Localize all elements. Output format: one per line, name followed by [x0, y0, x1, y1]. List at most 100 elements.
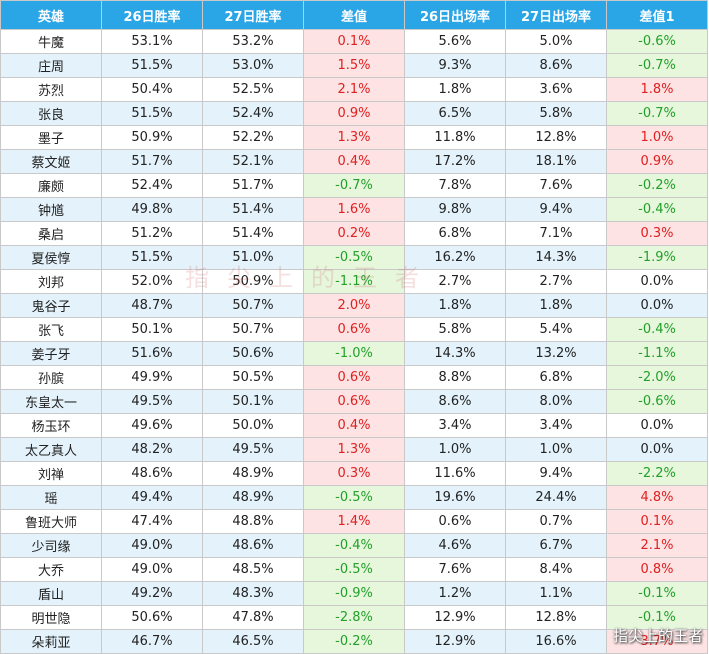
table-row: 鲁班大师 47.4% 48.8% 1.4% 0.6% 0.7% 0.1% [0, 509, 708, 534]
column-header-winrate-26: 26日胜率 [101, 0, 203, 30]
cell-winrate-diff: -0.9% [303, 581, 405, 606]
header-row: 英雄 26日胜率 27日胜率 差值 26日出场率 27日出场率 差值1 [0, 0, 708, 30]
cell-hero-name: 蔡文姬 [0, 149, 102, 174]
table-row: 刘禅 48.6% 48.9% 0.3% 11.6% 9.4% -2.2% [0, 461, 708, 486]
cell-pickrate-26: 12.9% [404, 629, 506, 654]
table-row: 钟馗 49.8% 51.4% 1.6% 9.8% 9.4% -0.4% [0, 197, 708, 222]
cell-winrate-26: 51.5% [101, 101, 203, 126]
table-row: 朵莉亚 46.7% 46.5% -0.2% 12.9% 16.6% 3.7% [0, 629, 708, 654]
cell-winrate-26: 49.4% [101, 485, 203, 510]
cell-hero-name: 大乔 [0, 557, 102, 582]
cell-winrate-27: 51.4% [202, 197, 304, 222]
cell-winrate-26: 50.6% [101, 605, 203, 630]
cell-pickrate-26: 1.2% [404, 581, 506, 606]
cell-pickrate-26: 14.3% [404, 341, 506, 366]
cell-pickrate-26: 8.8% [404, 365, 506, 390]
column-header-hero: 英雄 [0, 0, 102, 30]
cell-pickrate-27: 7.1% [505, 221, 607, 246]
cell-pickrate-27: 8.4% [505, 557, 607, 582]
cell-winrate-diff: 0.4% [303, 413, 405, 438]
cell-pickrate-diff: 0.0% [606, 293, 708, 318]
cell-pickrate-27: 9.4% [505, 197, 607, 222]
table-row: 孙膑 49.9% 50.5% 0.6% 8.8% 6.8% -2.0% [0, 365, 708, 390]
cell-hero-name: 明世隐 [0, 605, 102, 630]
cell-winrate-diff: -0.5% [303, 485, 405, 510]
cell-pickrate-27: 8.0% [505, 389, 607, 414]
cell-hero-name: 墨子 [0, 125, 102, 150]
cell-pickrate-27: 12.8% [505, 605, 607, 630]
cell-pickrate-diff: 2.1% [606, 533, 708, 558]
cell-pickrate-26: 9.3% [404, 53, 506, 78]
cell-pickrate-27: 18.1% [505, 149, 607, 174]
cell-pickrate-diff: 0.1% [606, 509, 708, 534]
cell-pickrate-26: 5.8% [404, 317, 506, 342]
column-header-winrate-27: 27日胜率 [202, 0, 304, 30]
table-row: 桑启 51.2% 51.4% 0.2% 6.8% 7.1% 0.3% [0, 221, 708, 246]
column-header-pickrate-26: 26日出场率 [404, 0, 506, 30]
cell-pickrate-26: 1.8% [404, 77, 506, 102]
table-row: 张良 51.5% 52.4% 0.9% 6.5% 5.8% -0.7% [0, 101, 708, 126]
cell-hero-name: 鲁班大师 [0, 509, 102, 534]
cell-winrate-diff: 0.6% [303, 317, 405, 342]
cell-pickrate-diff: -0.6% [606, 389, 708, 414]
cell-winrate-27: 48.9% [202, 485, 304, 510]
cell-winrate-diff: -0.5% [303, 245, 405, 270]
table-row: 少司缘 49.0% 48.6% -0.4% 4.6% 6.7% 2.1% [0, 533, 708, 558]
cell-hero-name: 庄周 [0, 53, 102, 78]
cell-winrate-diff: 0.3% [303, 461, 405, 486]
cell-pickrate-26: 6.5% [404, 101, 506, 126]
cell-pickrate-diff: -1.1% [606, 341, 708, 366]
cell-pickrate-27: 1.1% [505, 581, 607, 606]
cell-hero-name: 朵莉亚 [0, 629, 102, 654]
cell-winrate-26: 49.0% [101, 557, 203, 582]
cell-pickrate-26: 17.2% [404, 149, 506, 174]
cell-pickrate-27: 12.8% [505, 125, 607, 150]
cell-winrate-26: 50.1% [101, 317, 203, 342]
cell-pickrate-27: 1.0% [505, 437, 607, 462]
cell-winrate-diff: -2.8% [303, 605, 405, 630]
cell-winrate-27: 47.8% [202, 605, 304, 630]
cell-hero-name: 张良 [0, 101, 102, 126]
cell-pickrate-26: 0.6% [404, 509, 506, 534]
cell-winrate-diff: 1.4% [303, 509, 405, 534]
cell-hero-name: 廉颇 [0, 173, 102, 198]
cell-hero-name: 苏烈 [0, 77, 102, 102]
cell-winrate-diff: 1.6% [303, 197, 405, 222]
cell-winrate-27: 52.1% [202, 149, 304, 174]
cell-winrate-26: 51.7% [101, 149, 203, 174]
cell-pickrate-diff: 0.9% [606, 149, 708, 174]
cell-winrate-27: 50.9% [202, 269, 304, 294]
cell-hero-name: 盾山 [0, 581, 102, 606]
cell-winrate-26: 47.4% [101, 509, 203, 534]
cell-pickrate-diff: 1.8% [606, 77, 708, 102]
cell-pickrate-diff: -0.2% [606, 173, 708, 198]
cell-winrate-27: 52.5% [202, 77, 304, 102]
cell-pickrate-diff: -2.2% [606, 461, 708, 486]
cell-winrate-27: 51.4% [202, 221, 304, 246]
cell-winrate-27: 48.9% [202, 461, 304, 486]
cell-pickrate-27: 3.4% [505, 413, 607, 438]
cell-winrate-27: 50.5% [202, 365, 304, 390]
cell-winrate-27: 50.1% [202, 389, 304, 414]
cell-winrate-26: 51.2% [101, 221, 203, 246]
column-header-winrate-diff: 差值 [303, 0, 405, 30]
cell-winrate-26: 49.8% [101, 197, 203, 222]
cell-winrate-diff: -0.5% [303, 557, 405, 582]
table-row: 张飞 50.1% 50.7% 0.6% 5.8% 5.4% -0.4% [0, 317, 708, 342]
table-body: 牛魔 53.1% 53.2% 0.1% 5.6% 5.0% -0.6% 庄周 51.5% 53.0… [0, 29, 708, 654]
cell-winrate-26: 50.9% [101, 125, 203, 150]
table-row: 明世隐 50.6% 47.8% -2.8% 12.9% 12.8% -0.1% [0, 605, 708, 630]
cell-winrate-diff: -0.7% [303, 173, 405, 198]
cell-hero-name: 刘禅 [0, 461, 102, 486]
cell-pickrate-26: 4.6% [404, 533, 506, 558]
cell-pickrate-diff: 0.8% [606, 557, 708, 582]
table-row: 太乙真人 48.2% 49.5% 1.3% 1.0% 1.0% 0.0% [0, 437, 708, 462]
cell-pickrate-diff: -0.1% [606, 581, 708, 606]
cell-hero-name: 刘邦 [0, 269, 102, 294]
cell-winrate-diff: -1.1% [303, 269, 405, 294]
table-row: 墨子 50.9% 52.2% 1.3% 11.8% 12.8% 1.0% [0, 125, 708, 150]
cell-winrate-26: 53.1% [101, 29, 203, 54]
cell-winrate-26: 49.5% [101, 389, 203, 414]
table-row: 瑶 49.4% 48.9% -0.5% 19.6% 24.4% 4.8% [0, 485, 708, 510]
